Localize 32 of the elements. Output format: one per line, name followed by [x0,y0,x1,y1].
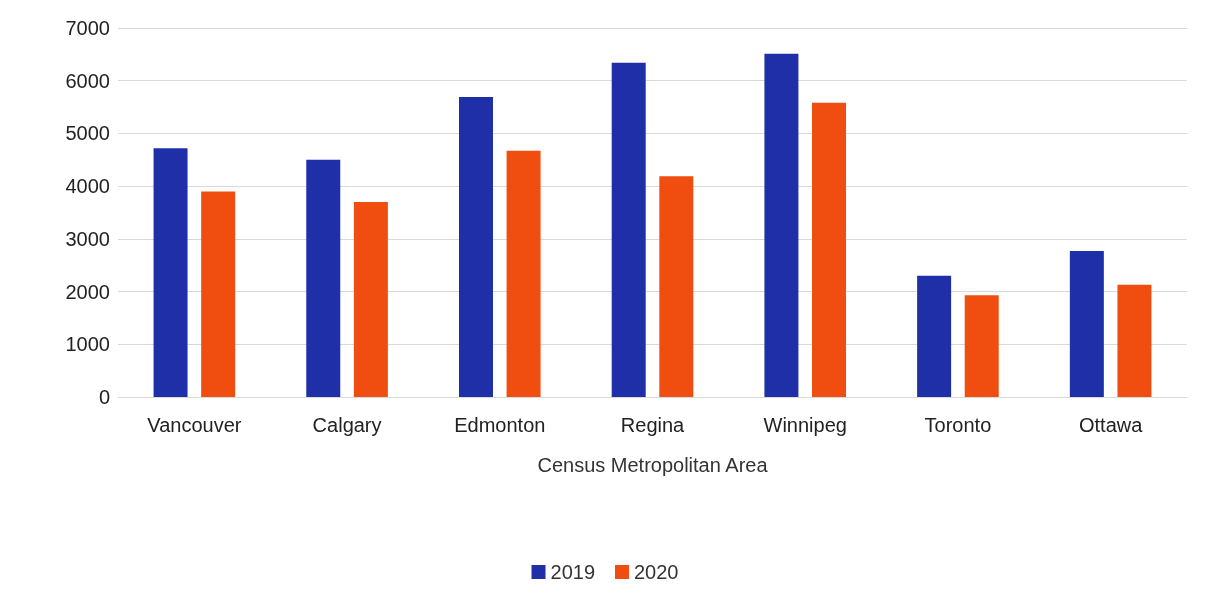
bar [201,191,236,397]
bar [506,150,541,397]
bar [659,176,694,397]
x-tick-label: Winnipeg [763,414,847,436]
y-tick-label: 1000 [65,333,110,356]
y-tick-label: 4000 [65,175,110,198]
bar [964,295,999,397]
bar [812,102,847,397]
y-tick-label: 5000 [65,122,110,145]
bar [153,148,188,397]
y-tick-label: 0 [98,386,110,408]
y-tick-label: 6000 [65,69,110,92]
x-tick-label: Vancouver [147,414,242,436]
bar [353,201,388,397]
bar [306,159,341,397]
y-tick-label: 3000 [65,227,110,250]
bar [458,97,493,397]
bar [917,275,952,397]
x-tick-label: Ottawa [1078,414,1144,436]
legend-label: 2020 [634,561,679,583]
y-tick-label: 7000 [65,17,110,39]
x-tick-label: Calgary [312,414,382,436]
x-axis-title: Census Metropolitan Area [537,454,769,476]
x-tick-label: Regina [620,414,686,436]
bar [611,62,646,397]
bar [1117,284,1152,397]
legend-label: 2019 [550,561,596,583]
bar [764,53,799,397]
y-tick-label: 2000 [65,280,110,303]
bar [1069,250,1104,397]
x-tick-label: Toronto [924,414,992,436]
x-tick-label: Edmonton [454,414,546,436]
